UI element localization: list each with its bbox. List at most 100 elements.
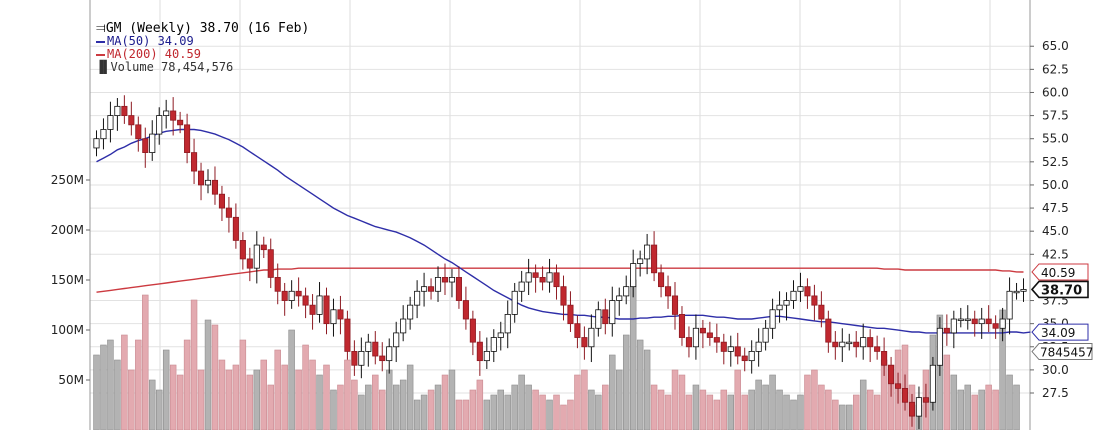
candle-body	[393, 332, 400, 348]
candle-body	[295, 290, 302, 297]
candle-body	[658, 272, 665, 288]
volume-bar	[811, 369, 818, 431]
volume-bar	[1006, 374, 1013, 431]
volume-bar	[790, 399, 797, 431]
volume-tick-label: 150M	[51, 273, 84, 287]
volume-bar	[302, 344, 309, 431]
candle-body	[142, 138, 149, 153]
candle-body	[895, 383, 902, 389]
volume-bar	[616, 369, 623, 431]
candle-body	[853, 341, 860, 348]
candle-body	[309, 304, 316, 315]
volume-bar	[309, 359, 316, 431]
volume-bar	[288, 329, 295, 431]
candle-body	[727, 346, 734, 352]
volume-bar	[176, 374, 184, 431]
volume-bar	[316, 374, 323, 431]
volume-value-tag: 7845457	[1031, 343, 1093, 361]
price-tick-label: 52.5	[1042, 155, 1069, 169]
ma200-value-tag: 40.59	[1031, 263, 1089, 281]
candle-body	[881, 350, 888, 366]
volume-value-tag-box	[1031, 343, 1093, 361]
volume-bar	[664, 394, 672, 431]
volume-bar	[323, 364, 330, 431]
volume-bar	[379, 389, 386, 431]
price-tick-label: 30.0	[1042, 363, 1069, 377]
volume-bar	[678, 374, 686, 431]
chart-legend: ⫤GM (Weekly) 38.70 (16 Feb) MA(50) 34.09…	[96, 22, 309, 74]
candle-body	[811, 295, 818, 306]
volume-bar	[964, 384, 971, 431]
candle-body	[414, 290, 421, 306]
candle-body	[539, 277, 546, 283]
candle-body	[1013, 290, 1020, 294]
volume-bar	[853, 394, 860, 431]
volume-bar	[1013, 384, 1020, 431]
price-tick-label: 62.5	[1042, 62, 1069, 76]
volume-bar	[643, 349, 651, 431]
candle-body	[281, 290, 288, 301]
volume-bar	[441, 374, 449, 431]
candle-body	[323, 295, 330, 325]
candle-body	[825, 318, 832, 343]
volume-bar	[281, 364, 288, 431]
candle-body	[497, 332, 504, 338]
candle-body	[476, 341, 483, 362]
volume-bar	[190, 299, 198, 431]
legend-title-text: GM (Weekly) 38.70 (16 Feb)	[105, 21, 310, 36]
candle-body	[532, 272, 539, 278]
volume-bar	[128, 369, 135, 431]
volume-bar	[950, 374, 958, 431]
volume-bar	[392, 384, 400, 431]
volume-bar	[866, 389, 874, 431]
volume-bar	[532, 389, 539, 431]
volume-bar	[518, 374, 525, 431]
volume-bar	[399, 379, 407, 431]
candle-body	[567, 304, 574, 325]
candle-body	[776, 304, 783, 311]
volume-bar	[685, 394, 693, 431]
volume-bar	[957, 389, 965, 431]
candle-body	[755, 341, 762, 352]
candle-body	[748, 350, 755, 362]
volume-bar	[267, 384, 274, 431]
volume-bars	[93, 279, 1020, 431]
volume-bar	[588, 389, 595, 431]
volume-bar	[978, 389, 985, 431]
candle-body	[337, 309, 344, 320]
candle-body	[922, 397, 929, 403]
last-price-tag-text: 38.70	[1041, 283, 1082, 298]
candle-body	[874, 346, 881, 352]
candle-body	[588, 327, 595, 348]
volume-bar	[699, 389, 707, 431]
volume-bar	[434, 384, 442, 431]
candle-body	[469, 318, 476, 343]
volume-tick-label: 50M	[58, 373, 84, 387]
ma200-swatch-icon	[96, 53, 105, 56]
volume-bar	[162, 349, 170, 431]
volume-tick-label: 250M	[51, 173, 84, 187]
candle-body	[232, 216, 239, 241]
axes: 65.0 62.5 60.0 57.5 55.0 52.5 50.0 47.5 45.0 42.5…	[51, 39, 1094, 400]
volume-bar	[260, 359, 267, 431]
volume-bar	[427, 389, 435, 431]
candle-body	[888, 364, 895, 385]
volume-bar	[372, 374, 379, 431]
volume-bar	[755, 379, 762, 431]
volume-bar	[337, 384, 344, 431]
candle-body	[790, 290, 797, 301]
candle-body	[741, 355, 748, 362]
candle-body	[915, 397, 923, 417]
legend-volume: ▐▌Volume 78,454,576	[96, 61, 309, 74]
candle-body	[197, 170, 205, 186]
legend-ma50: MA(50) 34.09	[96, 35, 309, 48]
candle-body	[637, 258, 644, 264]
volume-bar	[525, 384, 532, 431]
volume-bar	[351, 379, 358, 431]
ma200-line-group	[96, 267, 1024, 293]
volume-bar	[197, 369, 205, 431]
volume-bar	[797, 394, 804, 431]
candle-body	[971, 318, 978, 325]
volume-bar	[497, 389, 504, 431]
